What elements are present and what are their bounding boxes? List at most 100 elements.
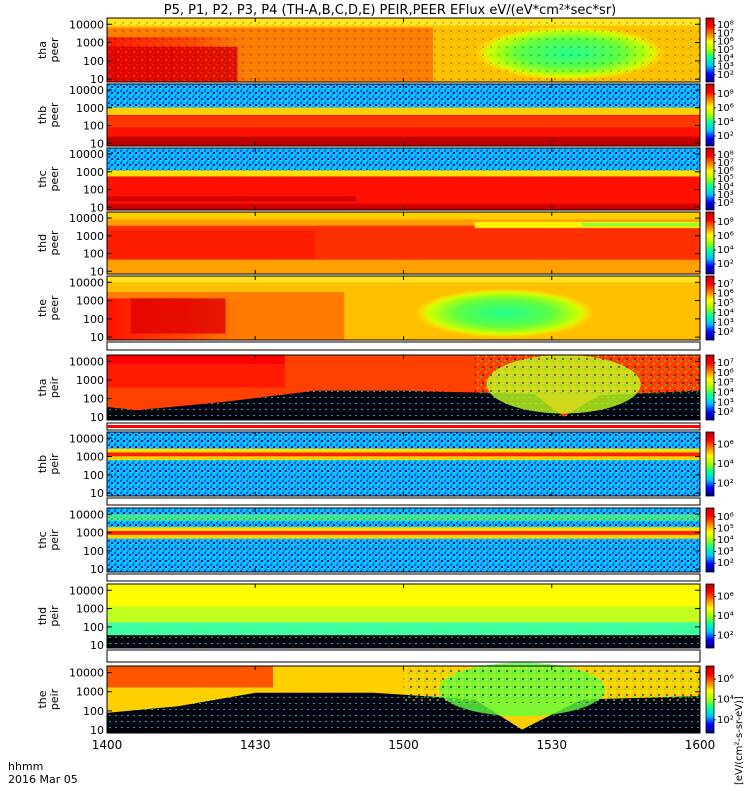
y-tick-label: 1000 <box>76 527 104 540</box>
y-tick-label: 10 <box>90 137 104 150</box>
panel-label-probe: thc <box>36 531 49 548</box>
colorbar-tick-label: 10⁵ <box>717 45 734 56</box>
colorbar-tick-label: 10⁸ <box>717 20 734 31</box>
colorbar-tick-label: 10⁶ <box>717 166 734 177</box>
colorbar-tick-label: 10⁴ <box>717 245 734 256</box>
panel-label-instrument: peir <box>48 605 61 627</box>
colorbar-tick-label: 10⁴ <box>717 535 734 546</box>
colorbar-tick-label: 10² <box>717 70 734 81</box>
panel-label-probe: thb <box>36 455 49 473</box>
y-tick-label: 10 <box>90 201 104 214</box>
colorbar-tick-label: 10⁸ <box>717 217 734 228</box>
colorbar-tick-label: 10⁵ <box>717 174 734 185</box>
colorbar-tick-label: 10² <box>717 558 734 569</box>
y-tick-label: 1000 <box>76 230 104 243</box>
y-tick-label: 100 <box>83 248 104 261</box>
y-tick-label: 10000 <box>69 584 104 597</box>
colorbar-tick-label: 10⁷ <box>717 158 734 169</box>
chart-title: P5, P1, P2, P3, P4 (TH-A,B,C,D,E) PEIR,P… <box>164 3 617 18</box>
y-tick-label: 10000 <box>69 508 104 521</box>
colorbar <box>705 17 715 83</box>
date-label: 2016 Mar 05 <box>8 773 78 786</box>
colorbar <box>705 354 715 421</box>
colorbar-tick-label: 10⁴ <box>717 308 734 319</box>
colorbar-tick-label: 10⁵ <box>717 298 734 309</box>
y-tick-label: 10000 <box>69 276 104 289</box>
y-tick-label: 1000 <box>76 166 104 179</box>
colorbar-tick-label: 10² <box>717 259 734 270</box>
colorbar <box>705 275 715 341</box>
panel-label-probe: thb <box>36 106 49 124</box>
y-tick-label: 10 <box>90 487 104 500</box>
colorbar-tick-label: 10⁶ <box>717 289 734 300</box>
y-tick-label: 10000 <box>69 148 104 161</box>
x-tick-label: 1600 <box>685 738 716 752</box>
colorbar-tick-label: 10⁶ <box>717 592 734 603</box>
panel-label-instrument: peer <box>48 230 61 256</box>
panel-label-probe: tha <box>36 378 49 396</box>
y-tick-label: 10000 <box>69 432 104 445</box>
y-tick-label: 100 <box>83 705 104 718</box>
colorbar-tick-label: 10⁴ <box>717 459 734 470</box>
x-axis: 1400 1430 1500 1530 1600 <box>92 738 716 752</box>
y-tick-label: 100 <box>83 469 104 482</box>
panel-separator <box>106 573 701 582</box>
colorbar-tick-label: 10⁴ <box>717 117 734 128</box>
colorbar-tick-label: 10⁶ <box>717 103 734 114</box>
panel-label-probe: thd <box>36 607 49 625</box>
spectrogram-panel-2: 10 100 1000 10000 thb peer 10² 10⁴ 10⁶ 10⁸ <box>36 83 734 150</box>
colorbar <box>705 665 715 734</box>
panel-label-probe: the <box>36 690 49 708</box>
colorbar-tick-label: 10⁷ <box>717 279 734 290</box>
spectrogram-panel-7: 10 100 1000 10000 thb peir 10² 10⁴ 10⁶ <box>36 431 734 500</box>
y-tick-label: 100 <box>83 621 104 634</box>
colorbar-tick-label: 10⁶ <box>717 368 734 379</box>
colorbar-units-label: [eV/(cm²-s-sr-eV)] <box>734 696 745 785</box>
x-tick-label: 1400 <box>92 738 123 752</box>
colorbar-tick-label: 10² <box>717 630 734 641</box>
y-tick-label: 10 <box>90 724 104 737</box>
colorbar-tick-label: 10² <box>717 198 734 209</box>
y-tick-label: 1000 <box>76 37 104 50</box>
y-tick-label: 10 <box>90 563 104 576</box>
y-tick-label: 10000 <box>69 18 104 31</box>
colorbar-tick-label: 10⁷ <box>717 358 734 369</box>
panel-label-instrument: peer <box>48 102 61 128</box>
colorbar <box>705 211 715 275</box>
colorbar-tick-label: 10⁴ <box>717 53 734 64</box>
colorbar-tick-label: 10⁴ <box>717 611 734 622</box>
panel-separator <box>106 649 701 663</box>
colorbar-tick-label: 10³ <box>717 397 734 408</box>
x-tick-label: 1500 <box>388 738 419 752</box>
colorbar-tick-label: 10⁶ <box>717 674 734 685</box>
panel-label-probe: the <box>36 299 49 317</box>
spectrogram-panel-9: 10 100 1000 10000 thd peir 10² 10⁴ 10⁶ <box>36 583 734 652</box>
colorbar-tick-label: 10³ <box>717 547 734 558</box>
y-tick-label: 1000 <box>76 451 104 464</box>
colorbar-tick-label: 10⁶ <box>717 37 734 48</box>
colorbar <box>705 507 715 573</box>
spectrogram-panel-3: 10 100 1000 10000 thc peer 10²10³10⁴10⁵10⁶10⁷1… <box>36 147 734 214</box>
colorbar-tick-label: 10² <box>717 131 734 142</box>
y-tick-label: 10000 <box>69 212 104 225</box>
y-tick-label: 10 <box>90 331 104 344</box>
y-tick-label: 10000 <box>69 355 104 368</box>
colorbar-tick-label: 10³ <box>717 190 734 201</box>
panel-label-instrument: peir <box>48 529 61 551</box>
panel-separator <box>106 341 701 351</box>
panel-separator-flag <box>107 425 700 428</box>
y-tick-label: 10 <box>90 73 104 86</box>
panel-label-instrument: peir <box>48 688 61 710</box>
colorbar-tick-label: 10² <box>717 478 734 489</box>
colorbar-tick-label: 10⁴ <box>717 182 734 193</box>
y-tick-label: 100 <box>83 313 104 326</box>
y-tick-label: 100 <box>83 545 104 558</box>
colorbar-tick-label: 10⁶ <box>717 512 734 523</box>
colorbar-tick-label: 10⁸ <box>717 150 734 161</box>
x-footer-label: hhmm <box>8 760 43 773</box>
y-tick-label: 100 <box>83 184 104 197</box>
